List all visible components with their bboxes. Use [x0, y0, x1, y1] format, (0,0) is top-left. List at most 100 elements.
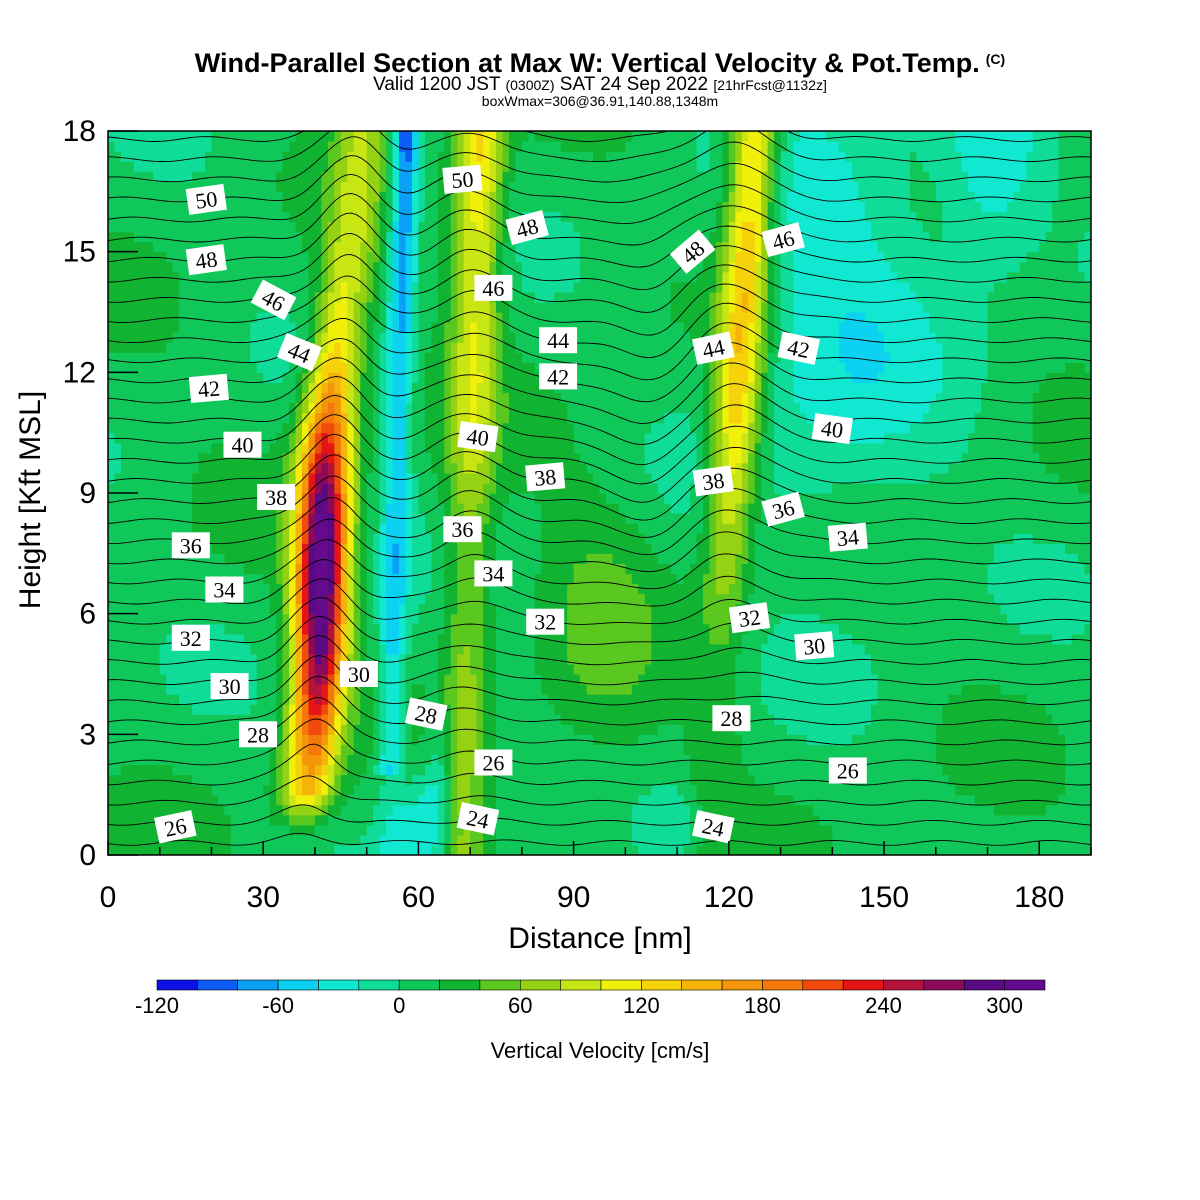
heat-cell	[114, 352, 122, 363]
heat-cell	[217, 784, 226, 796]
heat-cell	[399, 191, 407, 202]
heat-cell	[373, 261, 381, 273]
heat-cell	[353, 452, 361, 464]
heat-cell	[379, 141, 387, 152]
heat-cell	[250, 663, 258, 675]
heat-cell	[373, 684, 381, 695]
heat-cell	[289, 432, 297, 444]
heat-cell	[269, 513, 277, 524]
heat-cell	[444, 553, 452, 564]
heat-cell	[340, 422, 348, 434]
heat-cell	[431, 633, 439, 645]
heat-cell	[418, 513, 426, 524]
heat-cell	[541, 744, 549, 756]
heat-cell	[140, 744, 148, 756]
heat-cell	[327, 523, 335, 534]
heat-cell	[217, 342, 226, 353]
heat-cell	[224, 663, 232, 675]
heat-cell	[470, 452, 478, 464]
heat-cell	[153, 301, 161, 313]
heat-cell	[463, 754, 471, 766]
heat-cell	[217, 332, 226, 343]
heat-cell	[153, 462, 161, 474]
heat-cell	[547, 141, 555, 152]
heat-cell	[114, 633, 122, 645]
heat-cell	[373, 131, 381, 142]
heat-cell	[515, 382, 523, 394]
heat-cell	[366, 583, 374, 595]
heat-cell	[353, 764, 361, 776]
heat-cell	[483, 643, 491, 655]
heat-cell	[502, 362, 510, 373]
heat-cell	[431, 141, 439, 152]
heat-cell	[521, 312, 529, 323]
heat-cell	[192, 834, 200, 846]
heat-cell	[289, 643, 297, 655]
heat-cell	[470, 563, 478, 575]
heat-cell	[153, 724, 161, 735]
heat-cell	[250, 482, 258, 494]
heat-cell	[502, 352, 510, 363]
heat-cell	[192, 794, 200, 806]
heat-cell	[230, 734, 238, 745]
heat-cell	[399, 663, 407, 675]
heat-cell	[379, 312, 387, 323]
heat-cell	[424, 513, 432, 524]
heat-cell	[289, 694, 297, 705]
heat-cell	[153, 362, 161, 373]
heat-cell	[334, 271, 342, 283]
heat-cell	[314, 291, 323, 303]
heat-cell	[405, 332, 413, 343]
heat-cell	[321, 784, 329, 796]
heat-cell	[295, 784, 303, 796]
heat-cell	[198, 432, 206, 444]
heat-cell	[521, 452, 529, 464]
heat-cell	[392, 523, 400, 534]
heat-cell	[431, 442, 439, 454]
heat-cell	[347, 452, 355, 464]
heat-cell	[463, 844, 471, 855]
heat-cell	[166, 442, 174, 454]
heat-cell	[547, 131, 555, 142]
heat-cell	[114, 764, 122, 776]
heat-cell	[508, 211, 517, 223]
heat-cell	[263, 201, 271, 213]
heat-cell	[515, 714, 523, 725]
heat-cell	[496, 603, 504, 615]
heat-cell	[399, 573, 407, 585]
heat-cell	[237, 191, 245, 202]
heat-cell	[237, 261, 245, 273]
heat-cell	[217, 161, 226, 172]
heat-cell	[269, 181, 277, 192]
heat-cell	[418, 382, 426, 394]
heat-cell	[263, 844, 271, 855]
heat-cell	[437, 422, 445, 434]
heat-cell	[192, 472, 200, 484]
heat-cell	[386, 482, 394, 494]
heat-cell	[444, 161, 452, 172]
heat-cell	[120, 794, 128, 806]
heat-cell	[205, 452, 213, 464]
heat-cell	[489, 493, 497, 504]
heat-cell	[140, 583, 148, 595]
heat-cell	[179, 422, 187, 434]
heat-cell	[166, 151, 174, 162]
heat-cell	[314, 241, 323, 253]
heat-cell	[146, 462, 154, 474]
heat-cell	[521, 834, 529, 846]
heat-cell	[276, 513, 284, 524]
heat-cell	[515, 372, 523, 383]
heat-cell	[334, 482, 342, 494]
heat-cell	[515, 603, 523, 615]
heat-cell	[379, 573, 387, 585]
heat-cell	[295, 804, 303, 816]
heat-cell	[263, 553, 271, 564]
heat-cell	[340, 603, 348, 615]
heat-cell	[431, 392, 439, 404]
heat-cell	[159, 261, 167, 273]
heat-cell	[289, 623, 297, 635]
heat-cell	[411, 322, 420, 333]
heat-cell	[541, 814, 549, 826]
heat-cell	[411, 161, 420, 172]
heat-cell	[392, 161, 400, 172]
